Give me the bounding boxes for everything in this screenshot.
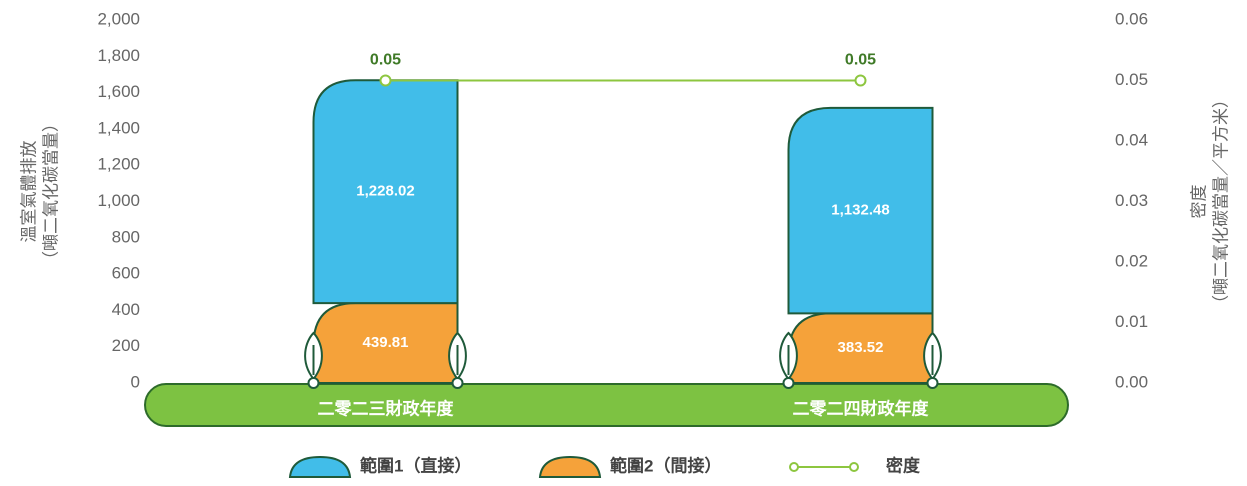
y2-tick-label: 0.01: [1115, 312, 1148, 331]
density-point: [854, 74, 867, 87]
y2-tick-label: 0.04: [1115, 130, 1148, 149]
ground-bar: [144, 383, 1069, 427]
leaf-base: [782, 377, 795, 389]
y-tick-label: 1,800: [97, 46, 140, 65]
x-tick-label: 二零二三財政年度: [318, 398, 455, 418]
y2-axis-title: 密度: [1189, 185, 1208, 219]
value-label: 1,228.02: [356, 183, 414, 200]
legend-swatch: [849, 462, 859, 472]
y-tick-label: 1,000: [97, 191, 140, 210]
y2-tick-label: 0.00: [1115, 372, 1148, 391]
density-label: 0.05: [370, 52, 401, 69]
value-label: 439.81: [363, 334, 409, 351]
legend-label: 範圍2（間接）: [610, 455, 721, 475]
y-tick-label: 1,600: [97, 82, 140, 101]
y-tick-label: 1,400: [97, 118, 140, 137]
leaf-base: [926, 377, 939, 389]
y2-tick-label: 0.06: [1115, 9, 1148, 28]
bar-segment: [787, 106, 934, 315]
y-tick-label: 600: [112, 264, 140, 283]
legend-swatch: [538, 455, 602, 478]
density-point: [379, 74, 392, 87]
y-tick-label: 1,200: [97, 155, 140, 174]
leaf-base: [307, 377, 320, 389]
legend-swatch: [789, 462, 799, 472]
y2-tick-label: 0.03: [1115, 191, 1148, 210]
legend-label: 密度: [886, 455, 921, 475]
y2-tick-label: 0.05: [1115, 70, 1148, 89]
legend-swatch: [288, 455, 352, 478]
y-tick-label: 800: [112, 227, 140, 246]
y2-tick-label: 0.02: [1115, 251, 1148, 270]
value-label: 1,132.48: [831, 202, 889, 219]
x-tick-label: 二零二四財政年度: [793, 398, 930, 418]
y-tick-label: 200: [112, 336, 140, 355]
legend-label: 範圍1（直接）: [360, 455, 471, 475]
y-axis-title: 溫室氣體排放: [19, 141, 38, 243]
leaf-base: [451, 377, 464, 389]
y-tick-label: 0: [131, 372, 140, 391]
value-label: 383.52: [838, 339, 884, 356]
y-tick-label: 2,000: [97, 9, 140, 28]
y-axis-title: （噸二氧化碳當量）: [41, 115, 60, 268]
density-label: 0.05: [845, 52, 876, 69]
y2-axis-title: （噸二氧化碳當量／平方米）: [1211, 91, 1230, 312]
y-tick-label: 400: [112, 300, 140, 319]
